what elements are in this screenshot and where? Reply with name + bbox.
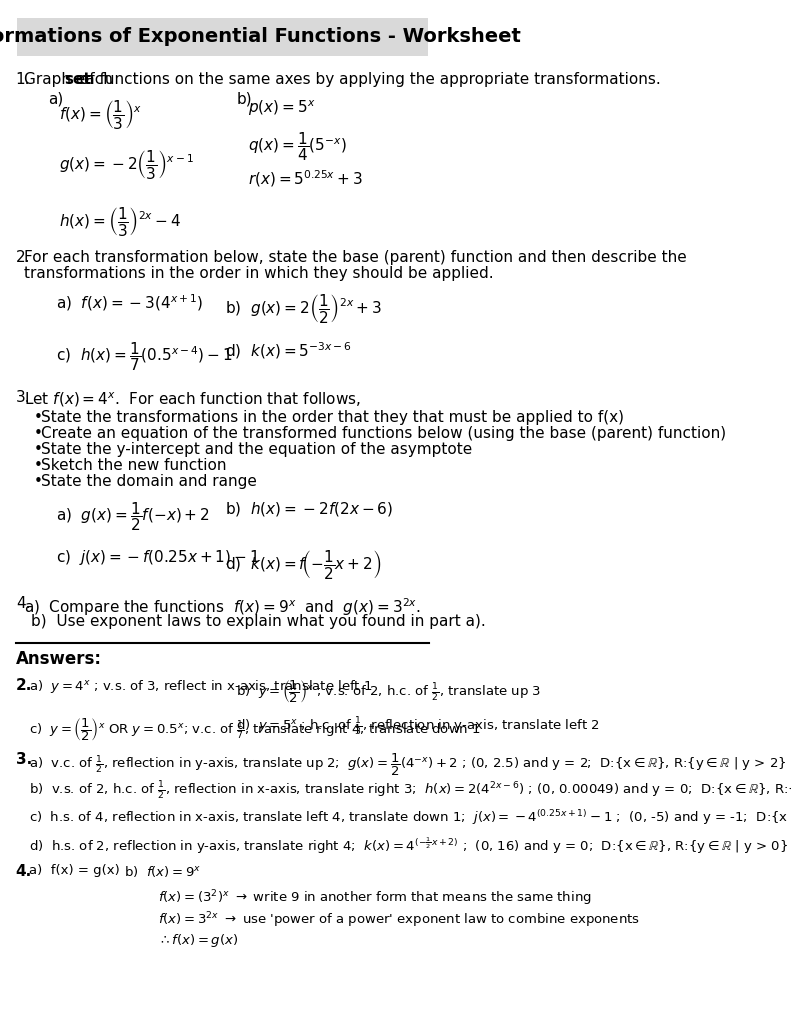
Text: 4.: 4. [16, 596, 30, 611]
Text: b)  $y=\left(\dfrac{1}{2}\right)^{x}$ ; v.s. of 2, h.c. of $\frac{1}{2}$, transl: b) $y=\left(\dfrac{1}{2}\right)^{x}$ ; v… [237, 678, 542, 705]
Text: a)  $f(x)=-3(4^{x+1})$: a) $f(x)=-3(4^{x+1})$ [56, 292, 204, 312]
Text: Sketch the new function: Sketch the new function [40, 458, 226, 473]
Text: a)  $y=4^{x}$ ; v.s. of 3, reflect in x-axis, translate left 1: a) $y=4^{x}$ ; v.s. of 3, reflect in x-a… [29, 678, 373, 695]
FancyBboxPatch shape [17, 18, 428, 56]
Text: State the y-intercept and the equation of the asymptote: State the y-intercept and the equation o… [40, 442, 471, 457]
Text: •: • [34, 442, 43, 457]
Text: of functions on the same axes by applying the appropriate transformations.: of functions on the same axes by applyin… [75, 72, 660, 87]
Text: c)  $j(x)=-f(0.25x+1)-1$: c) $j(x)=-f(0.25x+1)-1$ [56, 548, 259, 567]
Text: Transformations of Exponential Functions - Worksheet: Transformations of Exponential Functions… [0, 28, 521, 46]
Text: b)  $g(x)=2\left(\dfrac{1}{2}\right)^{2x}+3$: b) $g(x)=2\left(\dfrac{1}{2}\right)^{2x}… [225, 292, 382, 325]
Text: set: set [65, 72, 92, 87]
Text: Let $f(x)=4^{x}$.  For each function that follows,: Let $f(x)=4^{x}$. For each function that… [24, 390, 361, 409]
Text: b)  Use exponent laws to explain what you found in part a).: b) Use exponent laws to explain what you… [31, 614, 486, 629]
Text: $q(x)=\dfrac{1}{4}(5^{-x})$: $q(x)=\dfrac{1}{4}(5^{-x})$ [248, 130, 346, 163]
Text: $p(x)=5^{x}$: $p(x)=5^{x}$ [248, 98, 316, 118]
Text: $r(x)=5^{0.25x}+3$: $r(x)=5^{0.25x}+3$ [248, 168, 362, 188]
Text: d)  $k(x)=5^{-3x-6}$: d) $k(x)=5^{-3x-6}$ [225, 340, 352, 360]
Text: For each transformation below, state the base (parent) function and then describ: For each transformation below, state the… [24, 250, 687, 265]
Text: State the transformations in the order that they that must be applied to f(x): State the transformations in the order t… [40, 410, 623, 425]
Text: c)  $y=\left(\dfrac{1}{2}\right)^{x}$ OR $y=0.5^{x}$; v.c. of $\frac{1}{7}$, tra: c) $y=\left(\dfrac{1}{2}\right)^{x}$ OR … [29, 716, 481, 743]
Text: d)  h.s. of 2, reflection in y-axis, translate right 4;  $k(x)=4^{(-\frac{1}{2}x: d) h.s. of 2, reflection in y-axis, tran… [29, 836, 788, 856]
Text: $f(x)=(3^{2})^{x}$ $\rightarrow$ write 9 in another form that means the same thi: $f(x)=(3^{2})^{x}$ $\rightarrow$ write 9… [157, 888, 592, 907]
Text: $\therefore f(x)=g(x)$: $\therefore f(x)=g(x)$ [157, 932, 238, 949]
Text: Answers:: Answers: [16, 650, 102, 668]
Text: a)  f(x) = g(x): a) f(x) = g(x) [29, 864, 120, 877]
Text: $f(x)=3^{2x}$ $\rightarrow$ use 'power of a power' exponent law to combine expon: $f(x)=3^{2x}$ $\rightarrow$ use 'power o… [157, 910, 640, 930]
Text: b)  $f(x)=9^{x}$: b) $f(x)=9^{x}$ [124, 864, 201, 879]
Text: $f(x)=\left(\dfrac{1}{3}\right)^{x}$: $f(x)=\left(\dfrac{1}{3}\right)^{x}$ [59, 98, 142, 131]
Text: •: • [34, 458, 43, 473]
Text: a)  $g(x)=\dfrac{1}{2}f(-x)+2$: a) $g(x)=\dfrac{1}{2}f(-x)+2$ [56, 500, 210, 532]
Text: 3.: 3. [16, 390, 30, 406]
Text: d)  $k(x)=f\!\left(-\dfrac{1}{2}x+2\right)$: d) $k(x)=f\!\left(-\dfrac{1}{2}x+2\right… [225, 548, 382, 581]
Text: 4.: 4. [16, 864, 32, 879]
Text: b)  v.s. of 2, h.c. of $\frac{1}{2}$, reflection in x-axis, translate right 3;  : b) v.s. of 2, h.c. of $\frac{1}{2}$, ref… [29, 780, 791, 802]
Text: •: • [34, 426, 43, 441]
Text: transformations in the order in which they should be applied.: transformations in the order in which th… [24, 266, 494, 281]
Text: c)  h.s. of 4, reflection in x-axis, translate left 4, translate down 1;  $j(x)=: c) h.s. of 4, reflection in x-axis, tran… [29, 808, 791, 827]
Text: •: • [34, 474, 43, 489]
Text: Graph each: Graph each [24, 72, 117, 87]
Text: 2.: 2. [16, 678, 32, 693]
Text: a)  v.c. of $\frac{1}{2}$, reflection in y-axis, translate up 2;  $g(x)=\dfrac{1: a) v.c. of $\frac{1}{2}$, reflection in … [29, 752, 787, 778]
Text: 3.: 3. [16, 752, 32, 767]
Text: 1.: 1. [16, 72, 30, 87]
Text: $h(x)=\left(\dfrac{1}{3}\right)^{2x}-4$: $h(x)=\left(\dfrac{1}{3}\right)^{2x}-4$ [59, 205, 181, 238]
Text: c)  $h(x)=\dfrac{1}{7}(0.5^{x-4})-1$: c) $h(x)=\dfrac{1}{7}(0.5^{x-4})-1$ [56, 340, 233, 373]
Text: b)  $h(x)=-2f(2x-6)$: b) $h(x)=-2f(2x-6)$ [225, 500, 393, 518]
Text: •: • [34, 410, 43, 425]
Text: State the domain and range: State the domain and range [40, 474, 256, 489]
Text: d)  $y=5^{x}$ ; h.c. of $\frac{1}{3}$, reflection in y-axis, translate left 2: d) $y=5^{x}$ ; h.c. of $\frac{1}{3}$, re… [237, 716, 600, 738]
Text: $g(x)=-2\left(\dfrac{1}{3}\right)^{x-1}$: $g(x)=-2\left(\dfrac{1}{3}\right)^{x-1}$ [59, 148, 194, 181]
Text: a)  Compare the functions  $f(x)=9^{x}$  and  $g(x)=3^{2x}$.: a) Compare the functions $f(x)=9^{x}$ an… [24, 596, 421, 617]
Text: a): a) [47, 92, 63, 106]
Text: Create an equation of the transformed functions below (using the base (parent) f: Create an equation of the transformed fu… [40, 426, 725, 441]
Text: 2.: 2. [16, 250, 30, 265]
Text: b): b) [237, 92, 252, 106]
